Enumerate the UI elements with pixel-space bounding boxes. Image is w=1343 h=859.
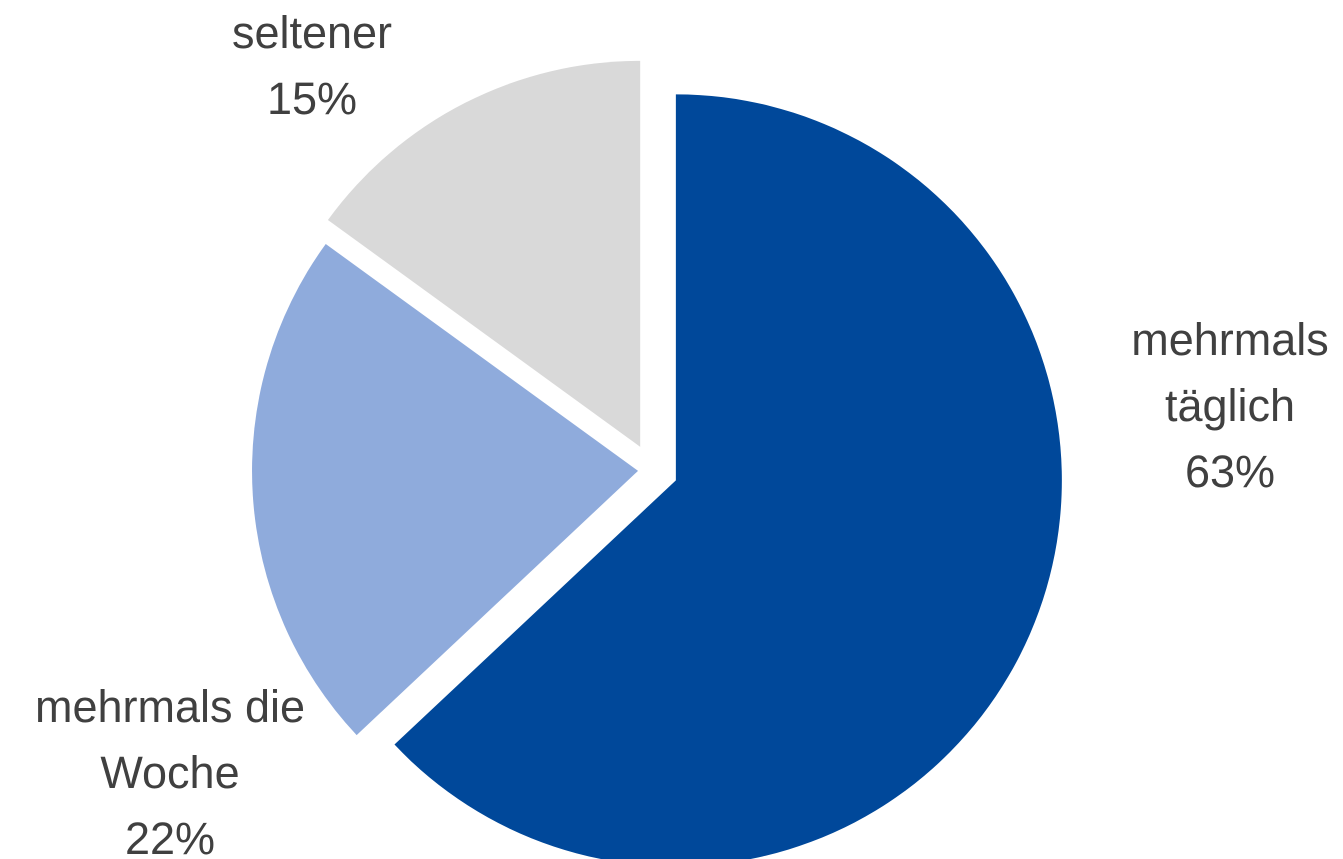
pie-slice [252,243,639,736]
pie-slice-category: mehrmals [1131,314,1329,365]
pie-slice-label: seltener 15% [232,7,392,124]
pie-labels: mehrmals täglich 63% mehrmals die Woche 22% se… [35,7,1329,859]
pie-slice [394,94,1062,859]
pie-slice-category: mehrmals die [35,681,305,732]
pie-slices [252,60,1062,859]
pie-slice-category: täglich [1165,380,1295,431]
pie-slice-label: mehrmals die Woche 22% [35,681,305,859]
pie-slice-label: mehrmals täglich 63% [1131,314,1329,497]
pie-slice-category: Woche [100,747,239,798]
pie-slice-value: 63% [1185,446,1275,497]
pie-slice [327,60,641,447]
pie-slice-value: 22% [125,813,215,859]
pie-slice-category: seltener [232,7,392,58]
pie-slice-value: 15% [267,73,357,124]
